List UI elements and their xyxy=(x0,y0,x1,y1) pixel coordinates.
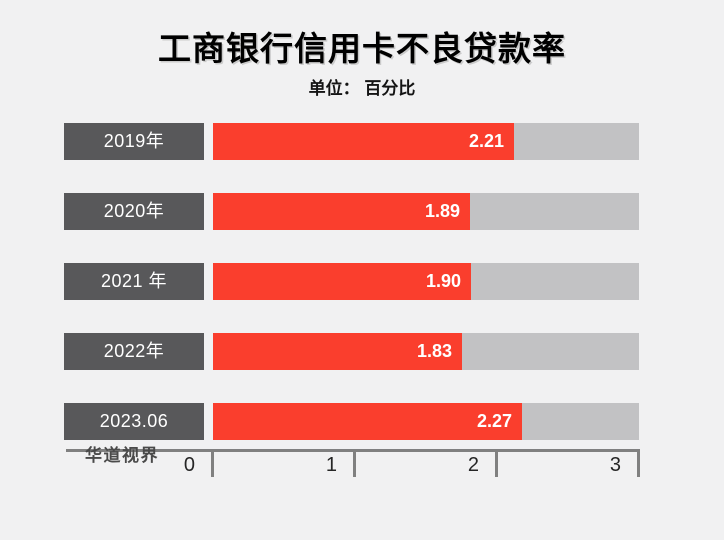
bar-row: 2021 年 1.90 xyxy=(0,263,724,300)
bar-fill: 1.83 xyxy=(213,333,462,370)
x-axis-tick xyxy=(637,449,640,477)
category-label: 2021 年 xyxy=(64,263,204,300)
x-axis-tick-label: 2 xyxy=(467,454,479,476)
bar-track: 1.89 xyxy=(213,193,639,230)
x-axis-tick-label: 1 xyxy=(325,454,337,476)
bar-row: 2020年 1.89 xyxy=(0,193,724,230)
bar-track: 2.21 xyxy=(213,123,639,160)
category-label: 2020年 xyxy=(64,193,204,230)
category-label: 2023.06 xyxy=(64,403,204,440)
bar-fill: 1.89 xyxy=(213,193,470,230)
category-label: 2022年 xyxy=(64,333,204,370)
bar-track: 1.83 xyxy=(213,333,639,370)
watermark: 华道视界 xyxy=(85,446,159,465)
bar-row: 2019年 2.21 xyxy=(0,123,724,160)
bar-fill: 2.21 xyxy=(213,123,514,160)
bar-row: 2023.06 2.27 xyxy=(0,403,724,440)
chart-subtitle: 单位： 百分比 xyxy=(308,79,416,98)
x-axis-tick xyxy=(353,449,356,477)
bar-track: 1.90 xyxy=(213,263,639,300)
x-axis-tick-label: 0 xyxy=(183,454,195,476)
bar-row: 2022年 1.83 xyxy=(0,333,724,370)
bar-track: 2.27 xyxy=(213,403,639,440)
x-axis-tick-label: 3 xyxy=(609,454,621,476)
x-axis-tick xyxy=(495,449,498,477)
category-label: 2019年 xyxy=(64,123,204,160)
page-title: 工商银行信用卡不良贷款率 xyxy=(158,30,566,67)
bar-fill: 1.90 xyxy=(213,263,471,300)
x-axis-tick xyxy=(211,449,214,477)
bar-fill: 2.27 xyxy=(213,403,522,440)
